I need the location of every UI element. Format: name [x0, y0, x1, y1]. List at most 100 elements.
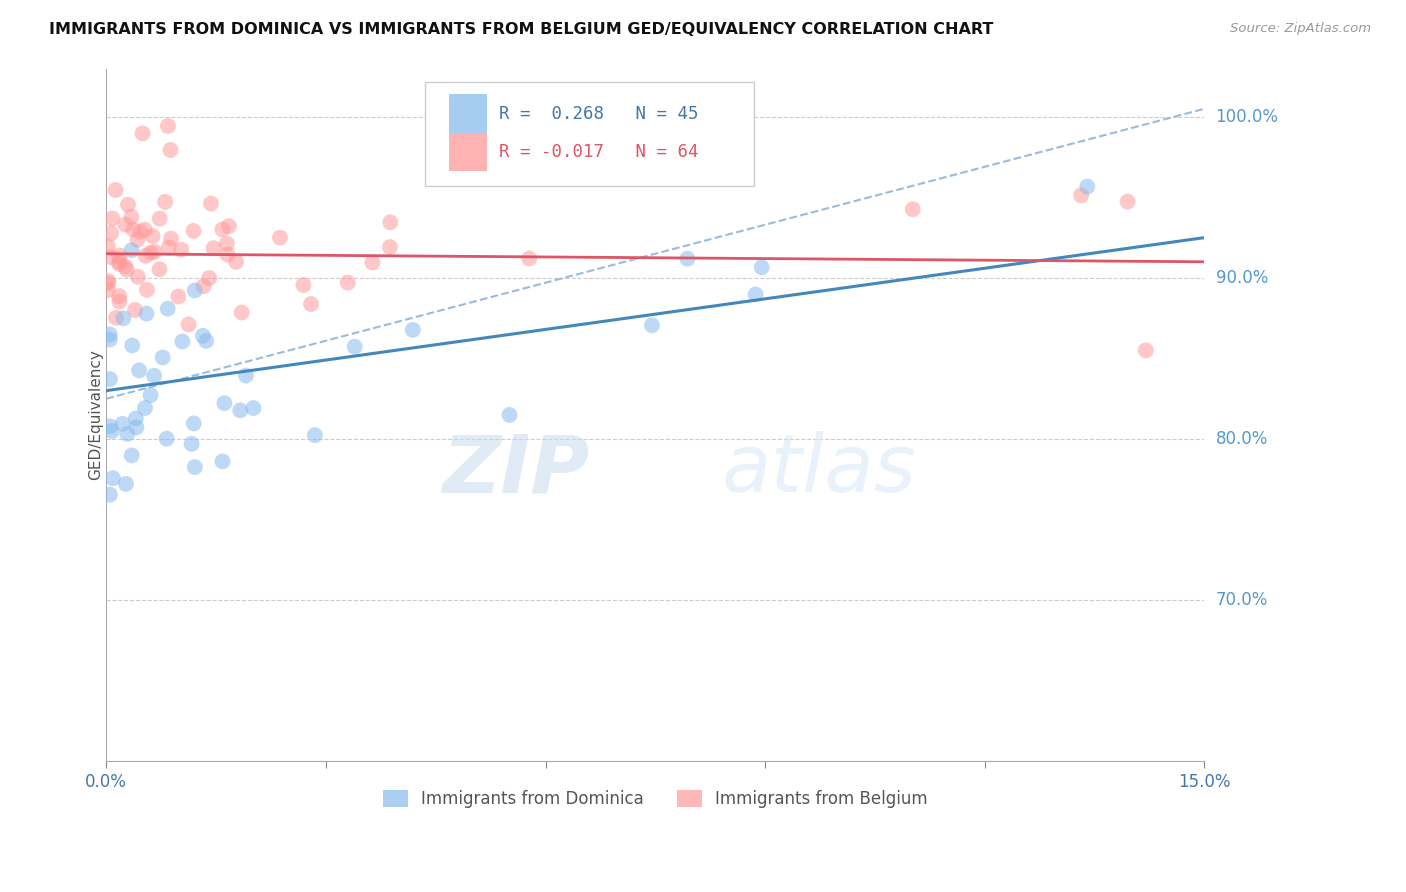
Point [641, 318, 664, 333]
Point [218, 219, 240, 234]
Point [108, 248, 131, 262]
Point [98, 333, 121, 347]
Point [751, 260, 773, 275]
Point [380, 215, 402, 229]
Point [108, 289, 131, 303]
Point [304, 428, 326, 442]
Point [143, 368, 166, 383]
Point [98, 327, 121, 342]
Text: Source: ZipAtlas.com: Source: ZipAtlas.com [1230, 22, 1371, 36]
Point [156, 119, 179, 133]
Point [128, 363, 150, 377]
Point [97, 283, 120, 297]
Point [114, 259, 136, 273]
Point [149, 211, 172, 226]
Point [112, 311, 135, 326]
Point [198, 271, 221, 285]
Point [202, 241, 225, 255]
Point [115, 262, 138, 277]
Point [235, 368, 257, 383]
Point [108, 255, 131, 269]
Point [115, 476, 138, 491]
Point [108, 257, 131, 271]
Point [124, 303, 146, 318]
Point [156, 301, 179, 316]
Point [211, 454, 233, 468]
Point [183, 417, 205, 431]
Point [111, 417, 134, 431]
Point [97, 277, 120, 291]
Point [127, 269, 149, 284]
Point [676, 252, 699, 266]
Point [498, 408, 520, 422]
Point [160, 231, 183, 245]
Point [517, 252, 540, 266]
Text: 100.0%: 100.0% [1216, 108, 1278, 126]
Point [152, 351, 174, 365]
Point [139, 245, 162, 260]
Point [108, 294, 131, 309]
Point [225, 254, 247, 268]
Point [148, 262, 170, 277]
Point [135, 249, 157, 263]
Point [131, 127, 153, 141]
Y-axis label: GED/Equivalency: GED/Equivalency [87, 350, 103, 480]
Point [183, 284, 205, 298]
Point [299, 297, 322, 311]
Point [100, 227, 122, 241]
Point [211, 222, 233, 236]
Point [361, 255, 384, 269]
Text: R = -0.017   N = 64: R = -0.017 N = 64 [499, 143, 699, 161]
Point [121, 338, 143, 352]
Point [121, 244, 143, 258]
Point [193, 279, 215, 293]
Point [98, 372, 121, 386]
Bar [449, 133, 488, 170]
Point [104, 183, 127, 197]
Point [1116, 194, 1139, 209]
Point [157, 240, 180, 254]
Point [155, 194, 177, 209]
Point [217, 247, 239, 261]
Point [121, 449, 143, 463]
Point [127, 233, 149, 247]
Point [134, 222, 156, 236]
Point [292, 278, 315, 293]
Point [269, 230, 291, 244]
Point [183, 224, 205, 238]
Point [156, 432, 179, 446]
Point [101, 211, 124, 226]
Point [117, 198, 139, 212]
Text: atlas: atlas [721, 431, 915, 509]
Point [378, 240, 401, 254]
Point [229, 403, 252, 417]
Point [129, 225, 152, 239]
Point [125, 411, 148, 425]
Text: 90.0%: 90.0% [1216, 268, 1268, 287]
Point [101, 424, 124, 438]
Point [120, 210, 142, 224]
Point [122, 222, 145, 236]
Point [200, 196, 222, 211]
Text: 80.0%: 80.0% [1216, 430, 1268, 448]
Point [98, 488, 121, 502]
Point [172, 334, 194, 349]
Point [402, 323, 425, 337]
Point [142, 229, 165, 244]
Point [231, 305, 253, 319]
Point [139, 388, 162, 402]
Point [1076, 179, 1098, 194]
Bar [449, 95, 488, 133]
Point [117, 426, 139, 441]
Legend: Immigrants from Dominica, Immigrants from Belgium: Immigrants from Dominica, Immigrants fro… [375, 783, 935, 815]
Point [98, 419, 121, 434]
Point [343, 340, 366, 354]
Text: R =  0.268   N = 45: R = 0.268 N = 45 [499, 104, 699, 122]
Point [125, 420, 148, 434]
Point [159, 143, 181, 157]
Point [1070, 188, 1092, 202]
Point [100, 250, 122, 264]
Point [170, 243, 193, 257]
Point [1135, 343, 1157, 358]
Text: ZIP: ZIP [441, 431, 589, 509]
